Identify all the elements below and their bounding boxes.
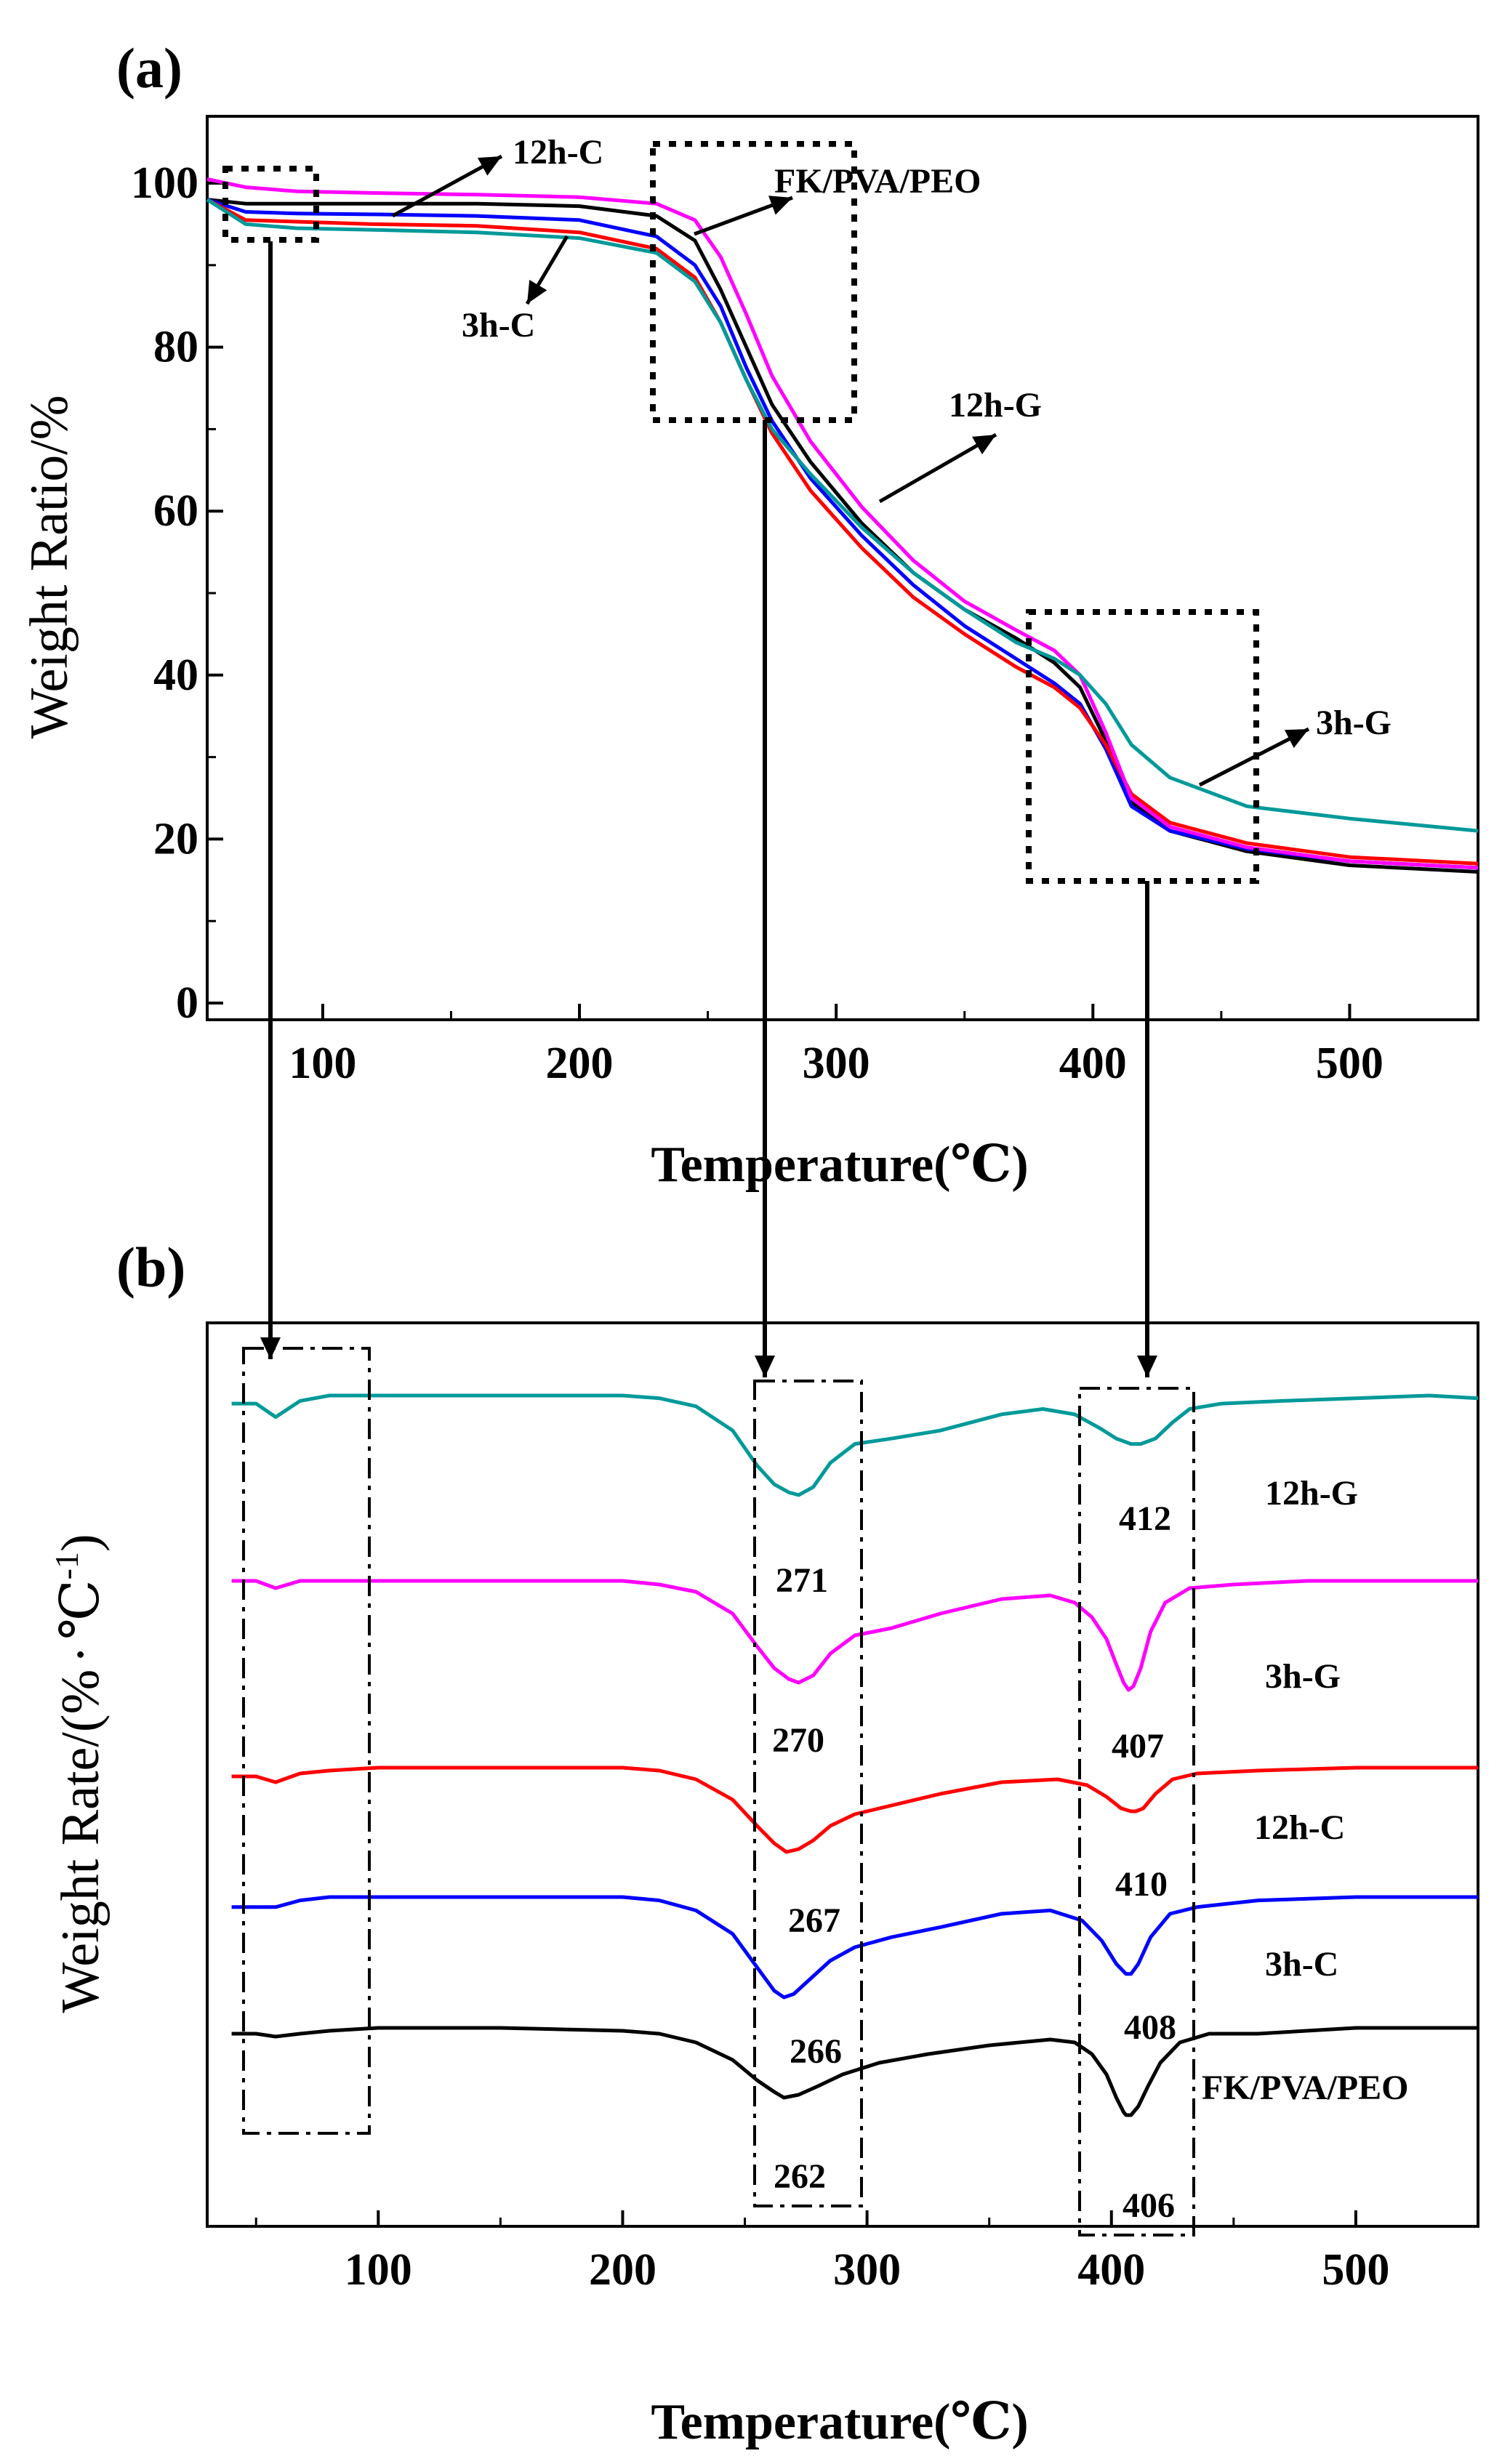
panel-b-y-axis-title-dot: · [51, 1646, 111, 1664]
a-annotation-arrow-12h-g [878, 432, 997, 504]
panel-connector-arrows [260, 241, 1157, 1377]
panel-a-y-tick-labels: 0 20 40 60 80 100 [131, 158, 198, 1028]
a-x-tick-label-100: 100 [289, 1039, 356, 1088]
a-annotation-3h-c: 3h-C [462, 306, 535, 345]
b-peak-label-266: 266 [790, 2032, 842, 2071]
b-peak-box-second-step [1078, 1387, 1195, 2236]
b-series-label-12h-c: 12h-C [1254, 1808, 1345, 1847]
panel-a-label: (a) [116, 36, 182, 100]
b-series-line-3h-c [231, 1895, 1478, 2000]
b-peak-label-410: 410 [1115, 1865, 1168, 1904]
a-series-line-12h-g [206, 177, 1479, 870]
b-peak-label-262: 262 [774, 2157, 826, 2196]
panel-b-y-axis-title-part1: Weight Rate/(% [51, 1670, 111, 2013]
panel-a-zoom-boxes [222, 141, 1259, 884]
a-x-tick-label-400: 400 [1059, 1039, 1127, 1088]
panel-a-series [206, 177, 1479, 874]
a-y-tick-label-100: 100 [131, 158, 198, 208]
panel-b-x-axis-title: Temperature(℃) [651, 2394, 1028, 2450]
a-annotation-arrow-12h-c-head [477, 156, 502, 176]
b-series-label-12h-g: 12h-G [1265, 1474, 1358, 1513]
a-annotation-3h-g: 3h-G [1316, 704, 1391, 742]
panel-b-plot-frame [206, 1321, 1479, 2228]
panel-b-y-axis-title-close: ) [51, 1534, 111, 1552]
connector-arrow-first-step [755, 420, 775, 1377]
a-x-tick-label-300: 300 [803, 1039, 870, 1088]
a-series-line-3h-g [206, 198, 1479, 833]
connector-arrow-second-step [1137, 881, 1157, 1377]
a-annotation-12h-g: 12h-G [949, 386, 1042, 424]
a-annotation-arrow-3h-c [525, 235, 569, 305]
b-x-tick-label-200: 200 [589, 2245, 656, 2295]
a-series-line-3h-c [206, 198, 1479, 870]
a-x-tick-label-200: 200 [546, 1039, 614, 1088]
panel-b-ticks [254, 2210, 1357, 2226]
panel-b-peak-boxes [242, 1347, 1195, 2236]
a-annotation-arrow-fk-pva-peo-head [768, 196, 792, 215]
panel-a-plot-frame [206, 115, 1479, 1021]
a-annotation-12h-c: 12h-C [513, 133, 603, 172]
panel-a-tga-chart: (a) 100 200 300 400 500 0 20 40 60 80 100 12h-C FK… [20, 36, 1479, 1193]
b-series-line-12h-c [231, 1766, 1478, 1854]
panel-a-x-axis-title: Temperature(℃) [651, 1137, 1028, 1193]
a-annotation-fk-pva-peo: FK/PVA/PEO [774, 162, 981, 201]
connector-arrow-first-step-head [755, 1356, 775, 1377]
b-peak-label-267: 267 [788, 1901, 840, 1940]
a-y-tick-label-20: 20 [153, 814, 198, 863]
b-x-tick-label-300: 300 [833, 2245, 901, 2295]
panel-b-series [231, 1393, 1479, 2117]
panel-b-dtg-chart: (b) 100 200 300 400 500 12h-G 3h-G 12h-C 3h-C FK… [48, 1236, 1479, 2450]
connector-arrow-low-temp-head [260, 1337, 281, 1359]
a-annotation-arrow-12h-c [391, 154, 503, 218]
a-annotation-arrow-3h-c-head [527, 280, 547, 304]
a-annotation-arrow-3h-g [1198, 727, 1310, 787]
b-peak-label-270: 270 [772, 1721, 824, 1760]
a-annotation-arrow-12h-g-shaft [878, 432, 997, 504]
a-series-line-12h-c [206, 198, 1479, 866]
b-series-line-12h-g [231, 1393, 1479, 1497]
b-peak-box-low-temp [242, 1347, 371, 2135]
a-zoom-box-low-temp [222, 166, 319, 243]
b-peak-label-412: 412 [1119, 1499, 1171, 1538]
b-x-tick-label-400: 400 [1077, 2245, 1145, 2295]
panel-b-series-labels: 12h-G 3h-G 12h-C 3h-C FK/PVA/PEO [1202, 1474, 1408, 2107]
b-series-label-3h-g: 3h-G [1265, 1657, 1341, 1696]
panel-a-annotations: 12h-C FK/PVA/PEO 3h-C 12h-G 3h-G [391, 133, 1391, 787]
b-series-label-fk-pva-peo: FK/PVA/PEO [1202, 2069, 1408, 2107]
panel-b-peak-labels: 412 271 270 407 410 267 408 266 262 406 [772, 1499, 1176, 2225]
panel-b-x-tick-labels: 100 200 300 400 500 [345, 2245, 1390, 2295]
b-peak-label-271: 271 [776, 1561, 828, 1600]
a-y-tick-label-40: 40 [153, 651, 198, 700]
panel-a-x-tick-labels: 100 200 300 400 500 [289, 1039, 1384, 1088]
panel-a-ticks [207, 182, 1352, 1020]
a-annotation-arrow-fk-pva-peo [694, 196, 793, 236]
b-peak-label-408: 408 [1124, 2008, 1176, 2047]
b-series-line-fk-pva-peo [231, 2026, 1478, 2117]
panel-b-y-axis-title-exponent: -1 [48, 1552, 85, 1579]
b-peak-label-406: 406 [1123, 2186, 1175, 2225]
a-y-tick-label-0: 0 [176, 978, 198, 1028]
a-zoom-box-second-step [1026, 609, 1259, 884]
connector-arrow-low-temp [260, 241, 281, 1359]
a-x-tick-label-500: 500 [1316, 1039, 1384, 1088]
a-series-line-fk-pva-peo [206, 198, 1479, 874]
b-x-tick-label-500: 500 [1322, 2245, 1389, 2295]
connector-arrow-second-step-head [1137, 1356, 1157, 1377]
a-annotation-arrow-3h-g-head [1284, 729, 1309, 749]
panel-b-y-axis-title-unit: ℃ [51, 1579, 111, 1640]
a-y-tick-label-80: 80 [153, 323, 198, 372]
b-x-tick-label-100: 100 [345, 2245, 412, 2295]
b-series-line-3h-g [231, 1579, 1478, 1692]
panel-a-y-axis-title: Weight Ratio/% [20, 395, 79, 739]
b-series-label-3h-c: 3h-C [1265, 1945, 1338, 1984]
a-y-tick-label-60: 60 [153, 486, 198, 536]
panel-b-label: (b) [116, 1236, 185, 1299]
panel-b-y-axis-title: Weight Rate/(% · ℃-1) [48, 1534, 111, 2013]
b-peak-label-407: 407 [1112, 1727, 1164, 1766]
b-peak-box-first-step [753, 1380, 863, 2207]
a-annotation-arrow-12h-g-head [972, 435, 996, 455]
a-zoom-box-first-step [650, 141, 857, 423]
